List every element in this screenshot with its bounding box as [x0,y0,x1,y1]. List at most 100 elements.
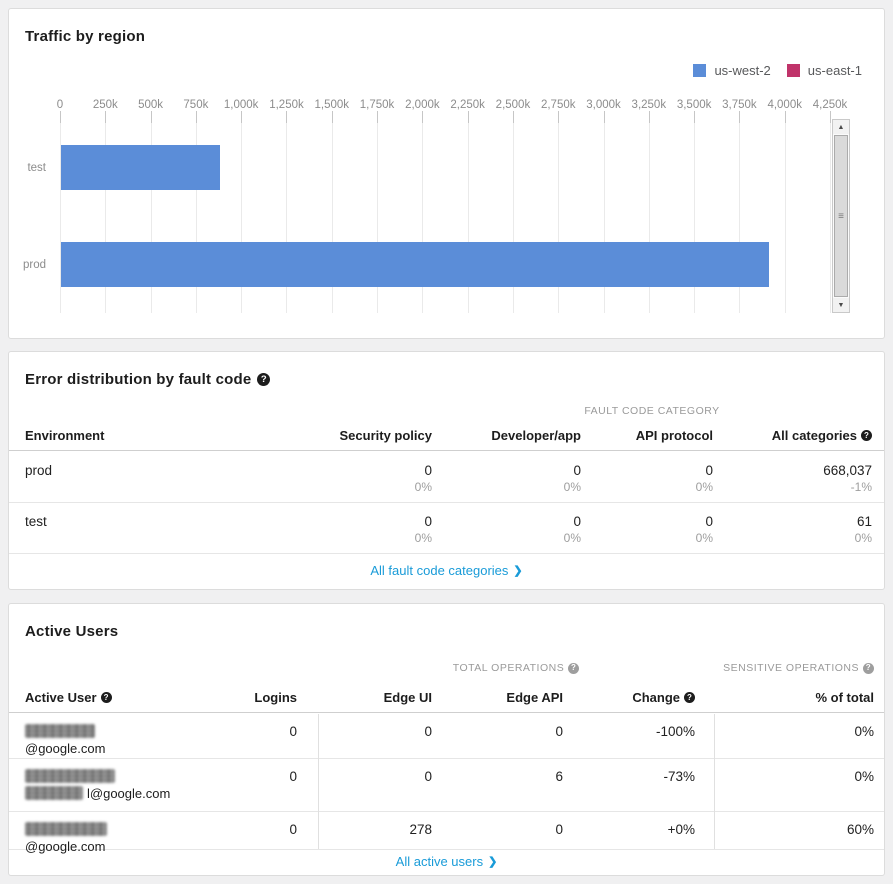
column-header-all-categories: All categories ? [713,428,872,450]
total-operations-group-header: TOTAL OPERATIONS ? [318,662,714,674]
x-tickmark [467,111,469,123]
errors-table-header: Environment Security policy Developer/ap… [9,422,884,451]
sub-value: 0% [414,531,432,545]
value: 0 [555,724,563,739]
help-icon[interactable]: ? [684,692,695,703]
y-axis-label: prod [22,258,46,271]
chevron-right-icon: ❯ [513,565,523,577]
redacted-email-prefix [25,822,107,836]
value: -73% [663,769,695,784]
x-tick-label: 1,500k [314,99,350,111]
sub-value: 0% [563,480,581,494]
users-table-body: @google.com 0 0 0 -100% 0% l@google.com … [9,714,884,854]
x-tick-label: 0 [56,99,64,111]
environment-cell: prod [25,463,53,478]
value: 60% [846,822,874,837]
gridline [241,119,243,313]
errors-card-title-text: Error distribution by fault code [25,371,252,388]
x-tick-label: 1,000k [223,99,259,111]
sub-value: -1% [850,480,872,494]
help-icon[interactable]: ? [568,662,580,674]
scroll-down-button[interactable]: ▼ [833,298,849,312]
gridline [467,119,469,313]
column-group-divider [318,714,319,849]
table-row: test 0 0% 0 0% 0 0% 61 0% [9,503,884,554]
value: 0 [289,822,297,837]
x-tickmark [60,111,61,123]
x-tickmark [784,111,786,123]
chevron-right-icon: ❯ [488,855,498,868]
sensitive-operations-group-header: SENSITIVE OPERATIONS ? [714,662,874,674]
y-axis: test prod [9,119,55,313]
errors-table-body: prod 0 0% 0 0% 0 0% 668,037 -1% test 0 0% 0 0%… [9,452,884,554]
all-fault-code-categories-link[interactable]: All fault code categories ❯ [370,563,523,578]
environment-cell: test [25,514,47,529]
help-icon[interactable]: ? [100,692,112,703]
legend-item-us-east-1[interactable]: us-east-1 [786,63,862,78]
users-card-title: Active Users [25,623,118,640]
x-tickmark [241,111,243,123]
column-header-pct-of-total: % of total [815,690,875,705]
scrollbar-thumb[interactable]: ≡ [834,135,848,297]
scroll-down-icon: ▼ [837,301,845,309]
all-active-users-link[interactable]: All active users ❯ [395,853,498,869]
value: 278 [409,822,432,837]
value: 61 [856,514,872,529]
gridline [150,119,152,313]
gridline [331,119,333,313]
sub-value: 0% [563,531,581,545]
traffic-legend: us-west-2 us-east-1 [693,63,862,78]
scroll-up-button[interactable]: ▲ [833,120,849,134]
traffic-by-region-card: Traffic by region us-west-2 us-east-1 0 25… [8,8,885,339]
column-header-developer-app: Developer/app [491,428,581,443]
gridline [603,119,605,313]
value: +0% [667,822,695,837]
legend-swatch [693,64,707,77]
x-tick-label: 4,000k [767,99,802,111]
gridline [512,119,514,313]
value: 0 [289,724,297,739]
fault-code-category-group-header: FAULT CODE CATEGORY [432,405,872,417]
traffic-plot [60,111,831,313]
errors-card-footer: All fault code categories ❯ [9,552,884,589]
x-tickmark [150,111,152,123]
help-icon[interactable]: ? [863,662,874,674]
value: 0 [424,463,432,478]
help-icon[interactable]: ? [257,373,271,386]
fault-code-category-label: FAULT CODE CATEGORY [584,405,720,417]
x-tick-label: 4,250k [812,99,848,111]
column-header-change: Change ? [563,690,695,712]
y-axis-label: test [27,161,46,174]
active-user-cell: @google.com [25,821,175,855]
gridline [830,119,831,313]
users-card-title-text: Active Users [25,623,119,640]
help-icon[interactable]: ? [861,430,872,441]
x-tick-label: 2,000k [405,99,440,111]
traffic-card-title: Traffic by region [25,28,145,45]
column-header-api-protocol: API protocol [635,428,713,443]
value: 0 [705,514,713,529]
chart-bar-prod[interactable] [61,242,770,287]
table-row: prod 0 0% 0 0% 0 0% 668,037 -1% [9,452,884,503]
value: 668,037 [823,463,872,478]
column-header-security-policy: Security policy [339,428,432,443]
column-header-edge-api: Edge API [506,690,563,705]
gridline [377,119,379,313]
table-row: l@google.com 0 0 6 -73% 0% [9,759,884,812]
gridline [648,119,650,313]
value: -100% [655,724,695,739]
x-tick-label: 500k [138,99,164,111]
value: 0 [424,769,432,784]
chart-bar-test[interactable] [61,145,221,190]
column-header-environment: Environment [25,428,105,443]
legend-item-us-west-2[interactable]: us-west-2 [693,63,771,78]
x-tick-label: 1,750k [359,99,395,111]
gridline [286,119,288,313]
users-card-footer: All active users ❯ [9,847,884,875]
x-tickmark [286,111,288,123]
chart-scrollbar[interactable]: ▲ ≡ ▼ [832,119,850,313]
gridline [694,119,696,313]
column-group-divider [714,714,715,849]
traffic-card-title-text: Traffic by region [25,28,146,45]
redacted-email-prefix [25,786,83,800]
